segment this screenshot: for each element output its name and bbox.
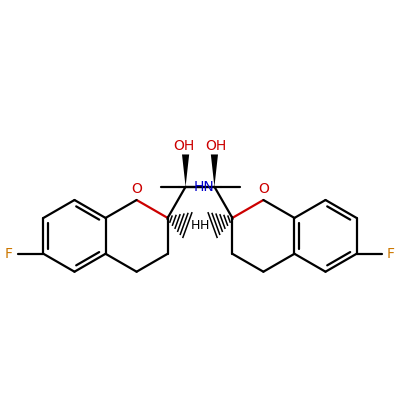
Polygon shape (211, 154, 218, 187)
Text: H: H (200, 219, 209, 232)
Polygon shape (182, 154, 189, 187)
Text: F: F (5, 247, 13, 261)
Text: F: F (387, 247, 395, 261)
Text: HN: HN (194, 180, 214, 194)
Text: O: O (258, 182, 269, 196)
Text: O: O (131, 182, 142, 196)
Text: OH: OH (173, 139, 194, 153)
Text: OH: OH (206, 139, 227, 153)
Text: H: H (191, 219, 200, 232)
